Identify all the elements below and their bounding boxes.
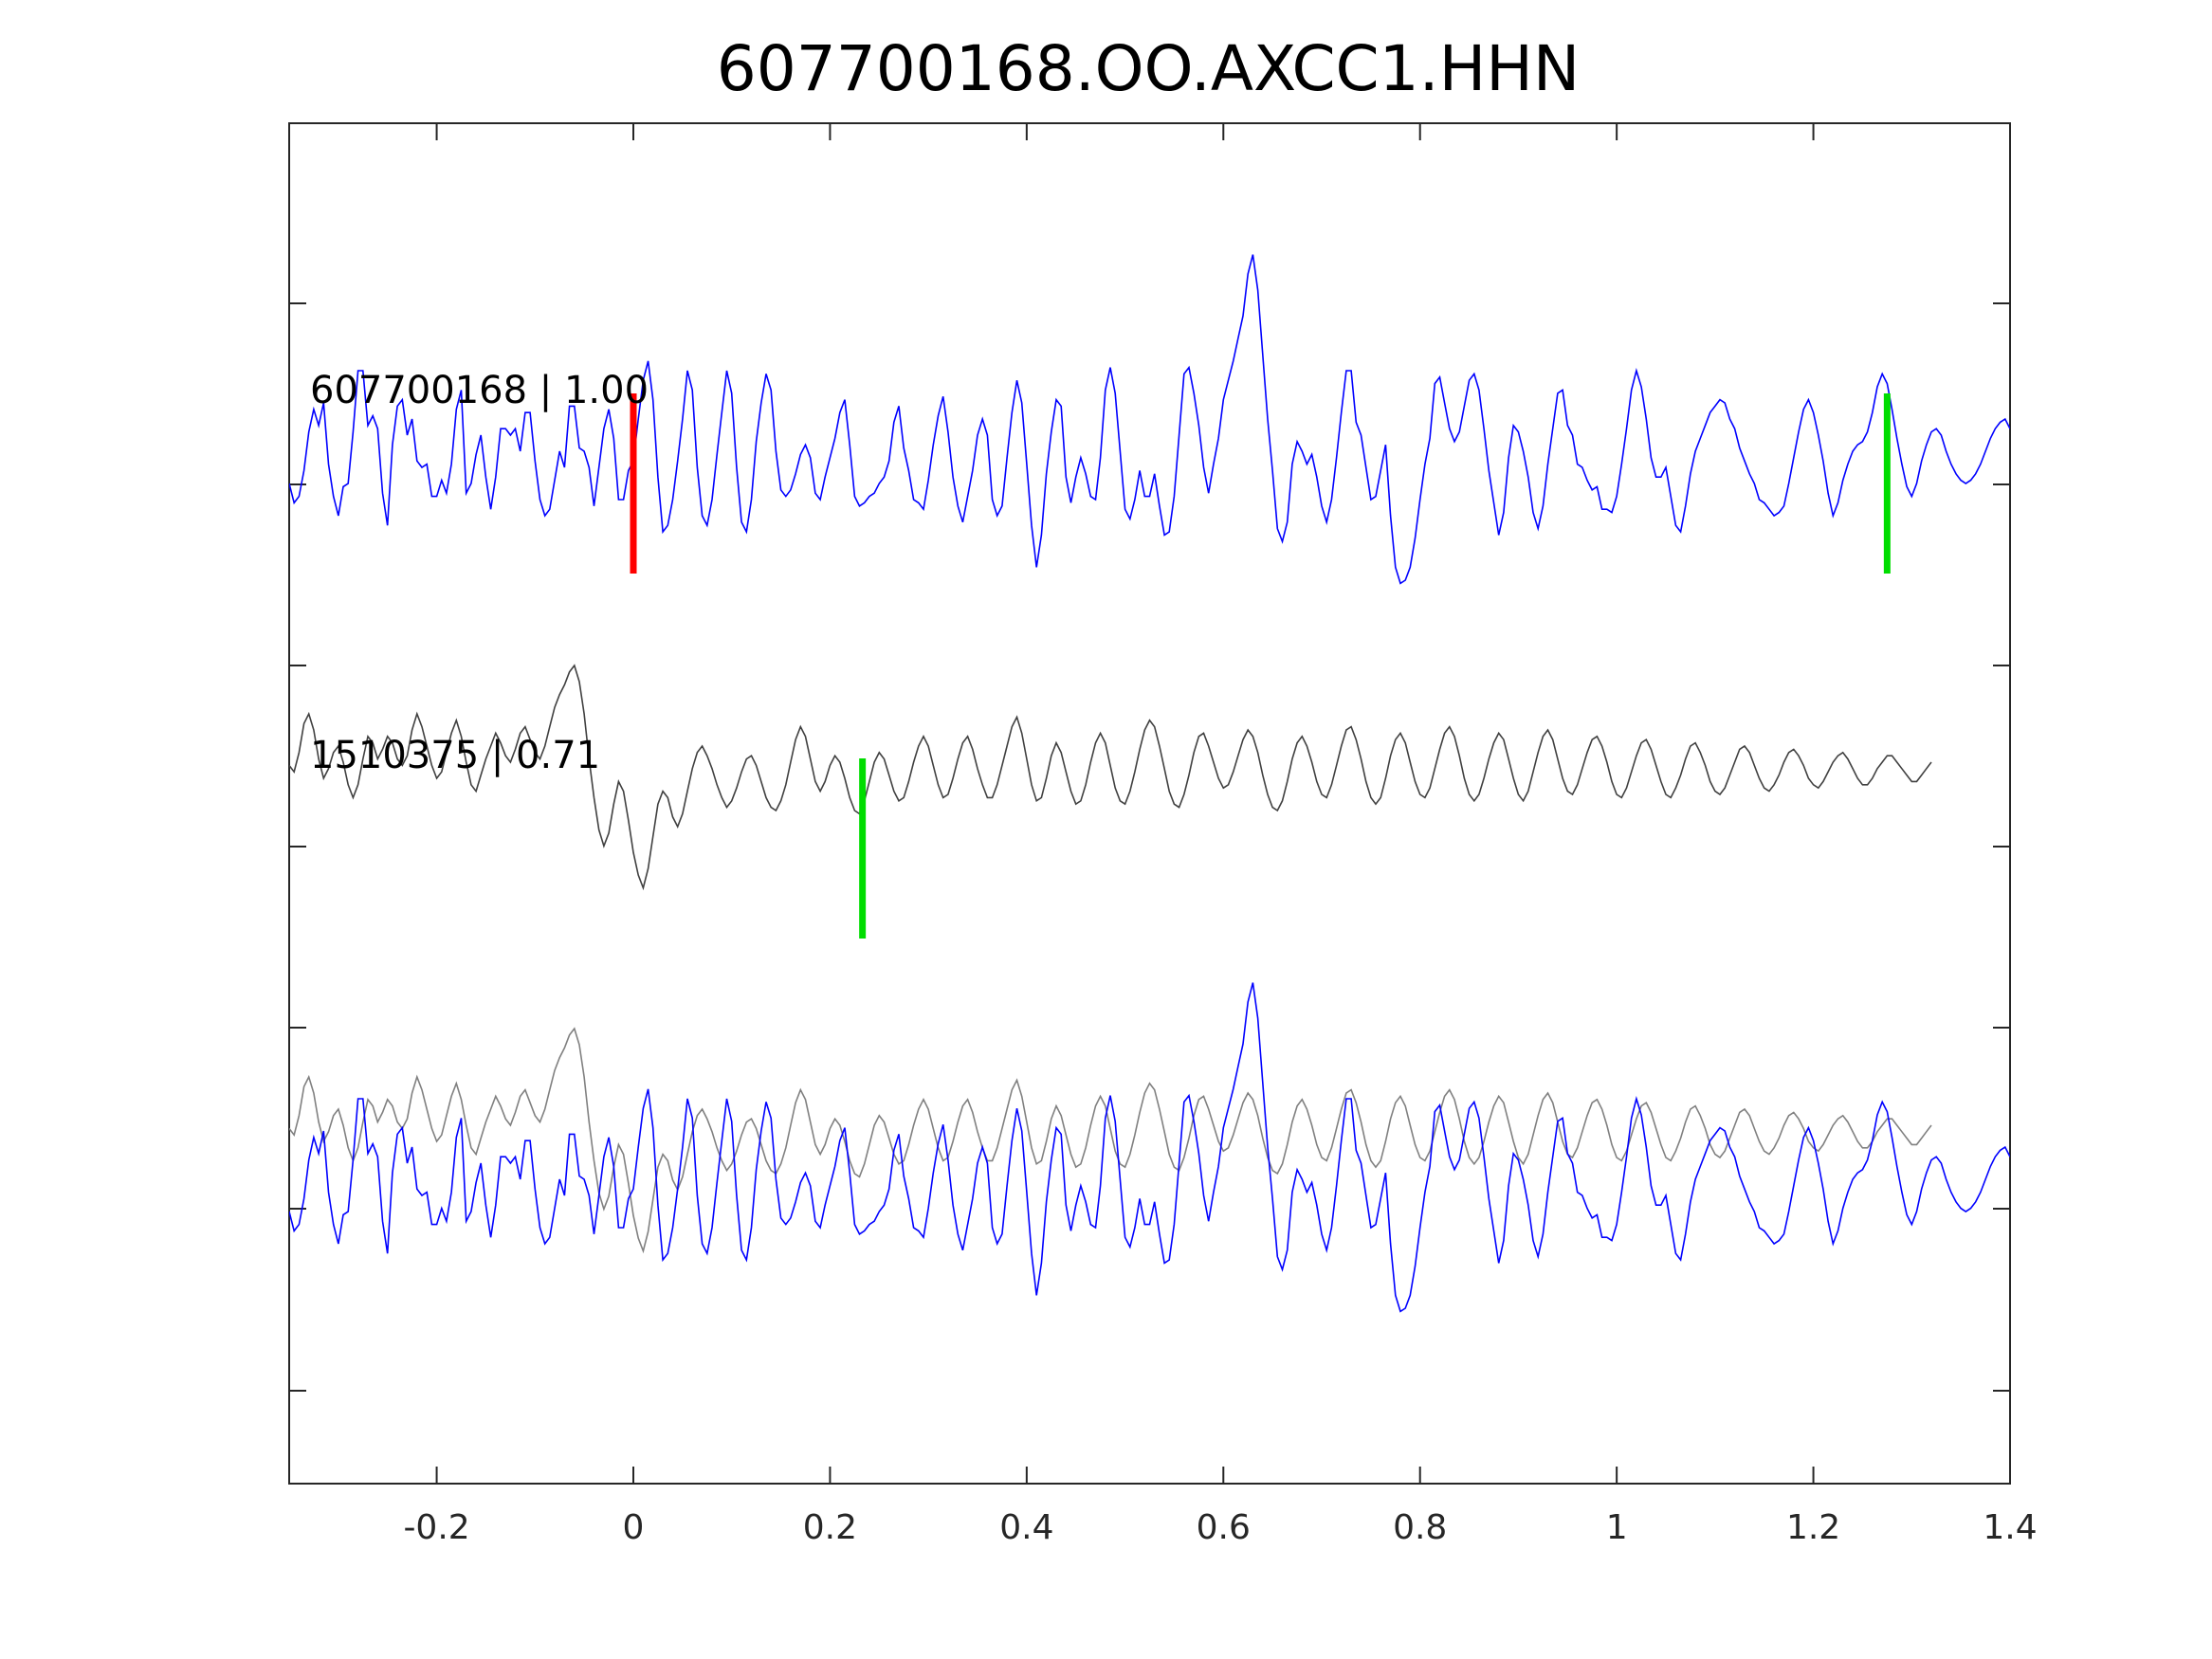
trace-overlay-blue: [289, 982, 2010, 1313]
trace-overlay-grey: [289, 1027, 1932, 1254]
x-tick-label: 0: [623, 1508, 645, 1547]
trace-template: [289, 254, 2010, 585]
x-tick-label: 0.4: [999, 1508, 1053, 1547]
axes-frame: [288, 122, 2011, 1485]
x-tick-label: 1.4: [1983, 1508, 2037, 1547]
x-tick-label: -0.2: [403, 1508, 469, 1547]
trace-match: [289, 664, 1932, 891]
trace-label: 607700168 | 1.00: [310, 369, 649, 412]
plot-area: -0.2 0 0.2 0.4 0.6 0.8 1 1.2 1.4 607700168 | 1.00…: [288, 122, 2038, 1547]
x-tick-label: 1.2: [1786, 1508, 1840, 1547]
x-tick-label: 0.2: [803, 1508, 857, 1547]
trace-label: 1510375 | 0.71: [310, 734, 600, 777]
x-tick-label: 1: [1606, 1508, 1628, 1547]
chart-title: 607700168.OO.AXCC1.HHN: [717, 32, 1580, 105]
x-tick-label: 0.8: [1393, 1508, 1447, 1547]
x-tick-label: 0.6: [1197, 1508, 1251, 1547]
